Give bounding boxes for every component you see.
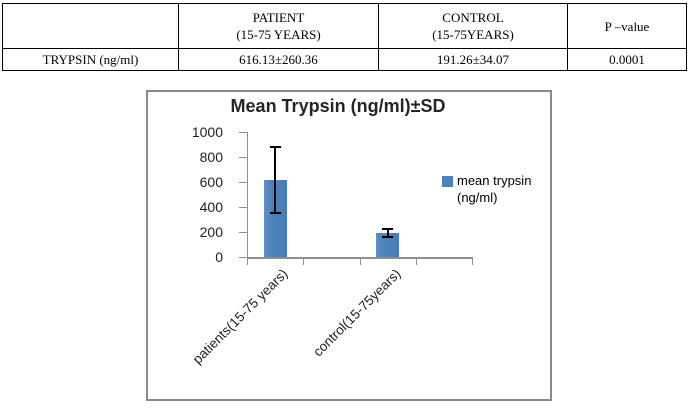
trypsin-bar-chart: Mean Trypsin (ng/ml)±SD 0 200 400 600 800 100… <box>146 90 552 401</box>
chart-plot-area: 0 200 400 600 800 1000 patients(15-75 years) co… <box>148 92 550 399</box>
cell-control-value: 191.26±34.07 <box>378 48 568 71</box>
row-label-trypsin: TRYPSIN (ng/ml) <box>2 48 179 71</box>
legend-label: mean trypsin (ng/ml) <box>457 173 532 205</box>
x-axis-tick <box>415 259 417 265</box>
x-axis-tick <box>472 259 473 265</box>
table-header-row: PATIENT (15-75 YEARS) CONTROL (15-75YEAR… <box>2 3 687 49</box>
header-control: CONTROL (15-75YEARS) <box>378 3 568 49</box>
y-axis-tick-label: 400 <box>199 199 223 215</box>
header-pvalue: P –value <box>567 3 687 49</box>
x-axis-tick <box>303 259 305 265</box>
y-axis-tick-label: 1000 <box>191 124 223 140</box>
y-axis-tick <box>239 207 247 208</box>
x-axis-tick <box>247 259 248 265</box>
x-axis-line <box>247 257 473 259</box>
y-axis-line <box>247 132 248 257</box>
x-axis-category-label: patients(15-75 years) <box>189 266 291 367</box>
error-bar-top-cap <box>382 227 394 230</box>
x-axis-tick <box>359 259 361 265</box>
y-axis-tick-label: 0 <box>215 249 223 265</box>
y-axis-tick <box>239 232 247 233</box>
x-axis-category-label: control(15-75years) <box>309 266 404 360</box>
y-axis-tick <box>239 132 247 133</box>
y-axis-tick <box>239 257 247 258</box>
error-bar-bottom-cap <box>269 211 281 214</box>
y-axis-tick-label: 800 <box>199 149 223 165</box>
cell-p-value: 0.0001 <box>567 48 687 71</box>
chart-title: Mean Trypsin (ng/ml)±SD <box>230 96 446 116</box>
cell-patient-value: 616.13±260.36 <box>178 48 379 71</box>
header-empty <box>2 3 179 49</box>
table-row: TRYPSIN (ng/ml) 616.13±260.36 191.26±34.… <box>2 48 687 71</box>
error-bar-bottom-cap <box>382 236 394 239</box>
error-bar-top-cap <box>269 146 281 149</box>
chart-bar <box>376 233 400 257</box>
results-table: PATIENT (15-75 YEARS) CONTROL (15-75YEAR… <box>2 3 687 71</box>
y-axis-tick <box>239 182 247 183</box>
chart-bar <box>263 179 287 257</box>
y-axis-tick-label: 200 <box>199 224 223 240</box>
error-bar-line <box>386 228 389 238</box>
legend-swatch-icon <box>442 176 453 187</box>
y-axis-tick-label: 600 <box>199 174 223 190</box>
header-patient: PATIENT (15-75 YEARS) <box>178 3 379 49</box>
y-axis-tick <box>239 157 247 158</box>
chart-legend: mean trypsin (ng/ml) <box>442 172 531 206</box>
error-bar-line <box>274 147 277 213</box>
